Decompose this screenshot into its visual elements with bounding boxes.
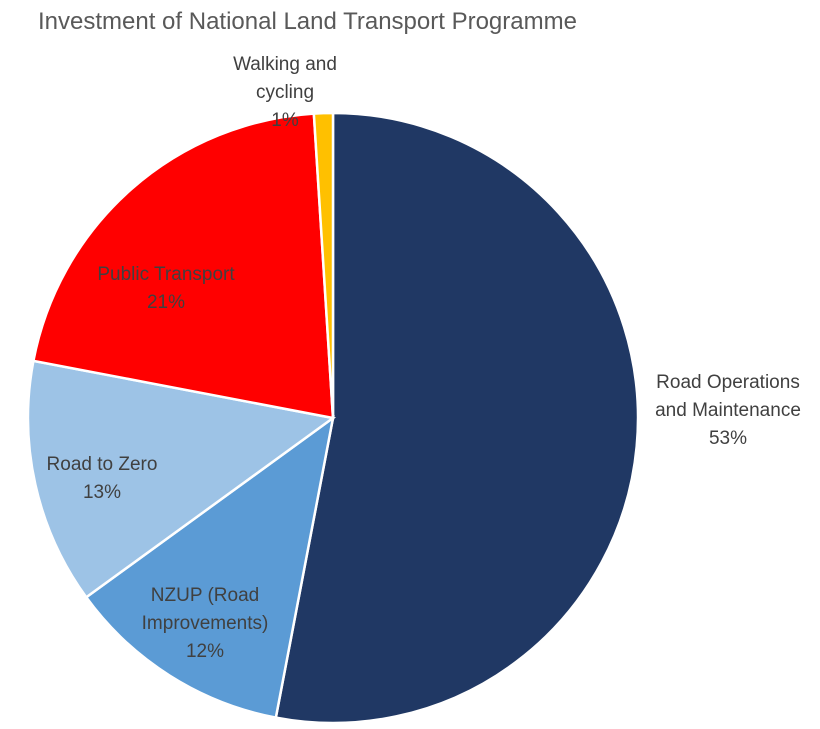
chart-title: Investment of National Land Transport Pr… (38, 8, 577, 35)
data-label-text: Public Transport (97, 264, 235, 285)
data-label-percent: 13% (83, 482, 121, 503)
data-label-percent: 12% (186, 641, 224, 662)
data-label-text: Walking and (233, 54, 337, 75)
data-label: NZUP (Road Improvements) 12% (142, 585, 269, 662)
pie-slice-road-to-zero (26, 359, 337, 600)
data-label-percent: 21% (147, 292, 185, 313)
data-label-text: NZUP (Road (151, 585, 259, 606)
data-label-percent: 53% (709, 428, 747, 449)
pie-slice-road-operations-and-maintenance (274, 111, 640, 725)
data-label-text: Improvements) (142, 613, 269, 634)
data-label-text: Road Operations (656, 372, 800, 393)
data-label-text: and Maintenance (655, 400, 801, 421)
data-label: Road to Zero 13% (47, 454, 158, 503)
pie-slice-walking-and-cycling (312, 111, 335, 419)
data-label: Road Operations and Maintenance 53% (655, 372, 801, 449)
data-label-percent: 1% (271, 110, 299, 131)
data-label-text: Road to Zero (47, 454, 158, 475)
data-label: Public Transport 21% (97, 264, 235, 313)
pie-slice-nzup-road-improvements (84, 415, 335, 720)
pie-slice-public-transport (31, 112, 335, 420)
data-label-text: cycling (256, 82, 314, 103)
data-label: Walking and cycling 1% (233, 54, 337, 131)
